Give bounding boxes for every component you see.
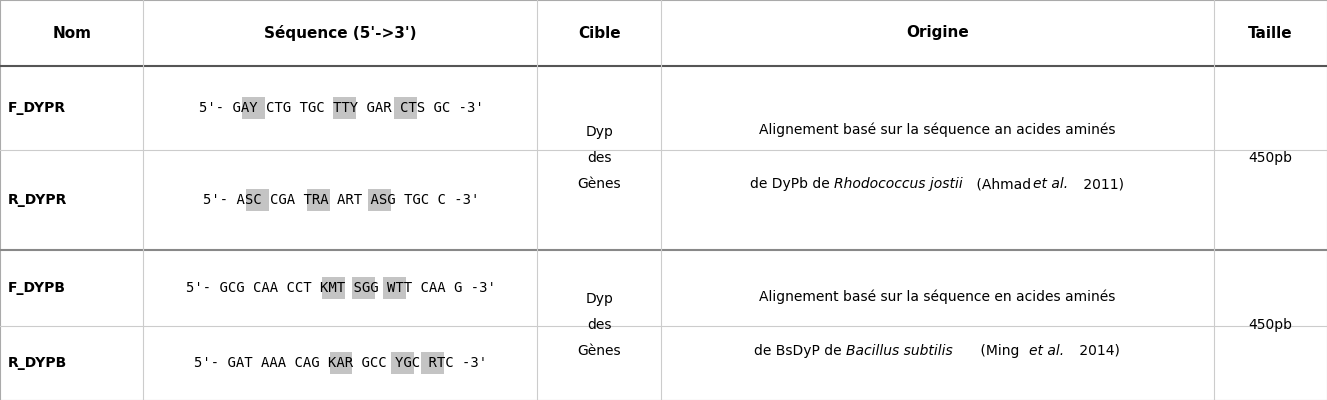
FancyBboxPatch shape (242, 97, 265, 119)
Text: Dyp: Dyp (585, 292, 613, 306)
FancyBboxPatch shape (368, 189, 390, 211)
Text: 5'- GAY CTG TGC TTY GAR CTS GC -3': 5'- GAY CTG TGC TTY GAR CTS GC -3' (199, 101, 483, 115)
FancyBboxPatch shape (322, 277, 345, 299)
Text: Bacillus subtilis: Bacillus subtilis (845, 344, 953, 358)
Text: 5'- ASC CGA TRA ART ASG TGC C -3': 5'- ASC CGA TRA ART ASG TGC C -3' (203, 193, 479, 207)
Text: Rhodococcus jostii: Rhodococcus jostii (835, 177, 963, 191)
Text: 5'- GAT AAA CAG KAR GCC YGC RTC -3': 5'- GAT AAA CAG KAR GCC YGC RTC -3' (195, 356, 487, 370)
Text: F_DYPB: F_DYPB (8, 281, 66, 295)
FancyBboxPatch shape (353, 277, 376, 299)
Text: Alignement basé sur la séquence en acides aminés: Alignement basé sur la séquence en acide… (759, 290, 1116, 304)
FancyBboxPatch shape (390, 352, 414, 374)
Text: de BsDyP de: de BsDyP de (754, 344, 847, 358)
Text: des: des (587, 318, 612, 332)
Text: Cible: Cible (577, 26, 621, 40)
Text: Nom: Nom (52, 26, 92, 40)
Text: Taille: Taille (1249, 26, 1292, 40)
Text: Gènes: Gènes (577, 177, 621, 191)
FancyBboxPatch shape (333, 97, 356, 119)
Text: 2014): 2014) (1075, 344, 1120, 358)
Text: et al.: et al. (1032, 177, 1068, 191)
Text: (Ming: (Ming (975, 344, 1023, 358)
FancyBboxPatch shape (329, 352, 353, 374)
Text: 2011): 2011) (1079, 177, 1124, 191)
Text: 450pb: 450pb (1249, 318, 1292, 332)
Text: 5'- GCG CAA CCT KMT SGG WTT CAA G -3': 5'- GCG CAA CCT KMT SGG WTT CAA G -3' (186, 281, 496, 295)
FancyBboxPatch shape (394, 97, 417, 119)
FancyBboxPatch shape (384, 277, 406, 299)
Text: Gènes: Gènes (577, 344, 621, 358)
Text: R_DYPB: R_DYPB (8, 356, 68, 370)
Text: F_DYPR: F_DYPR (8, 101, 66, 115)
Text: et al.: et al. (1030, 344, 1064, 358)
FancyBboxPatch shape (421, 352, 445, 374)
Text: Dyp: Dyp (585, 125, 613, 139)
FancyBboxPatch shape (245, 189, 268, 211)
Text: (Ahmad: (Ahmad (971, 177, 1035, 191)
Text: R_DYPR: R_DYPR (8, 193, 68, 207)
Text: Séquence (5'->3'): Séquence (5'->3') (264, 25, 417, 41)
FancyBboxPatch shape (307, 189, 329, 211)
Text: 450pb: 450pb (1249, 151, 1292, 165)
Text: de DyPb de: de DyPb de (750, 177, 835, 191)
Text: Alignement basé sur la séquence an acides aminés: Alignement basé sur la séquence an acide… (759, 123, 1116, 137)
Text: Origine: Origine (906, 26, 969, 40)
Text: des: des (587, 151, 612, 165)
